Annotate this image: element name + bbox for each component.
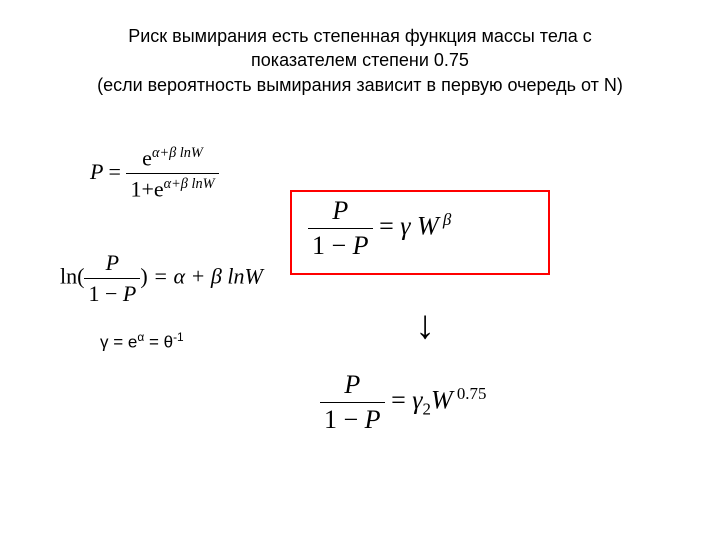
eq1-lhs: P [90,159,103,184]
eq2-fraction: P 1 − P [84,250,140,307]
equation-boxed: P 1 − P = γ W β [308,196,538,261]
eq2-den-prefix: 1 − [88,281,122,306]
final-exp: 0.75 [453,384,487,403]
final-gamma: γ [412,385,422,414]
equation-logistic: P = eα+β lnW 1+eα+β lnW [90,145,270,203]
boxed-fraction: P 1 − P [308,196,373,261]
eq2-close: ) [140,264,147,289]
eq1-fraction: eα+β lnW 1+eα+β lnW [126,145,218,203]
eq1-equals: = [109,159,127,184]
boxed-eq: = [379,211,400,240]
eq2-frac-num: P [84,250,140,278]
eq2-den-var: P [123,281,136,306]
eq2-rhs: = α + β lnW [153,264,263,289]
final-eq: = [391,385,412,414]
eq3-sup2: -1 [173,330,184,344]
final-W: W [431,385,453,414]
eq1-den-prefix: 1+e [130,177,163,202]
equation-final: P 1 − P = γ2W 0.75 [320,370,580,435]
eq2-ln: ln( [60,264,84,289]
final-den-prefix: 1 − [324,405,365,434]
boxed-num: P [308,196,373,228]
boxed-W: W [417,211,439,240]
eq3-mid: = θ [144,333,173,352]
final-den-var: P [365,405,381,434]
heading-line2: показателем степени 0.75 [251,50,469,70]
heading-line3: (если вероятность вымирания зависит в пе… [97,75,623,95]
arrow-down-icon: ↓ [415,305,435,345]
slide-heading: Риск вымирания есть степенная функция ма… [40,24,680,97]
equation-gamma-def: γ = eα = θ-1 [100,330,184,353]
eq1-num-sup: α+β lnW [152,145,203,161]
heading-line1: Риск вымирания есть степенная функция ма… [128,26,592,46]
boxed-gamma: γ [400,211,417,240]
boxed-beta: β [439,210,452,229]
eq1-num-e: e [142,145,152,170]
eq3-prefix: γ = e [100,333,137,352]
eq1-den-sup: α+β lnW [164,176,215,192]
final-fraction: P 1 − P [320,370,385,435]
boxed-den-prefix: 1 − [312,231,353,260]
boxed-den-var: P [353,231,369,260]
final-num: P [320,370,385,402]
final-gamma-sub: 2 [422,400,430,419]
equation-logit: ln( P 1 − P ) = α + β lnW [60,250,290,307]
